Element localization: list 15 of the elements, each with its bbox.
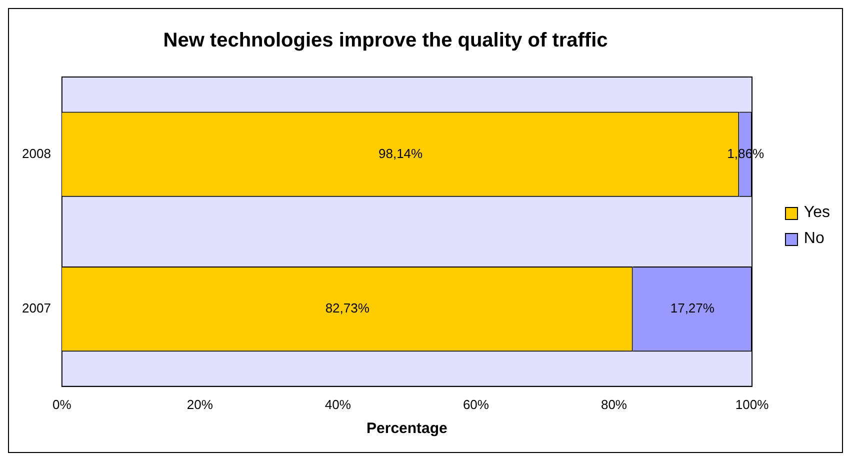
x-tick-label: 80% (600, 396, 628, 412)
x-tick-label: 100% (735, 396, 770, 412)
y-tick-label: 2007 (22, 300, 51, 316)
x-tick-label: 0% (52, 396, 72, 412)
data-label: 82,73% (325, 300, 370, 316)
text: Yes (804, 204, 830, 222)
data-label: 17,27% (670, 300, 715, 316)
x-axis-title: Percentage (366, 420, 448, 438)
y-tick-label: 2008 (22, 146, 51, 161)
data-label: 98,14% (378, 146, 424, 161)
x-tick-label: 60% (462, 396, 490, 412)
x-tick-label: 20% (186, 396, 214, 412)
chart-title: New technologies improve the quality of traffic (163, 30, 608, 52)
x-tick-label: 40% (324, 396, 352, 412)
legend-label: No (804, 230, 824, 248)
